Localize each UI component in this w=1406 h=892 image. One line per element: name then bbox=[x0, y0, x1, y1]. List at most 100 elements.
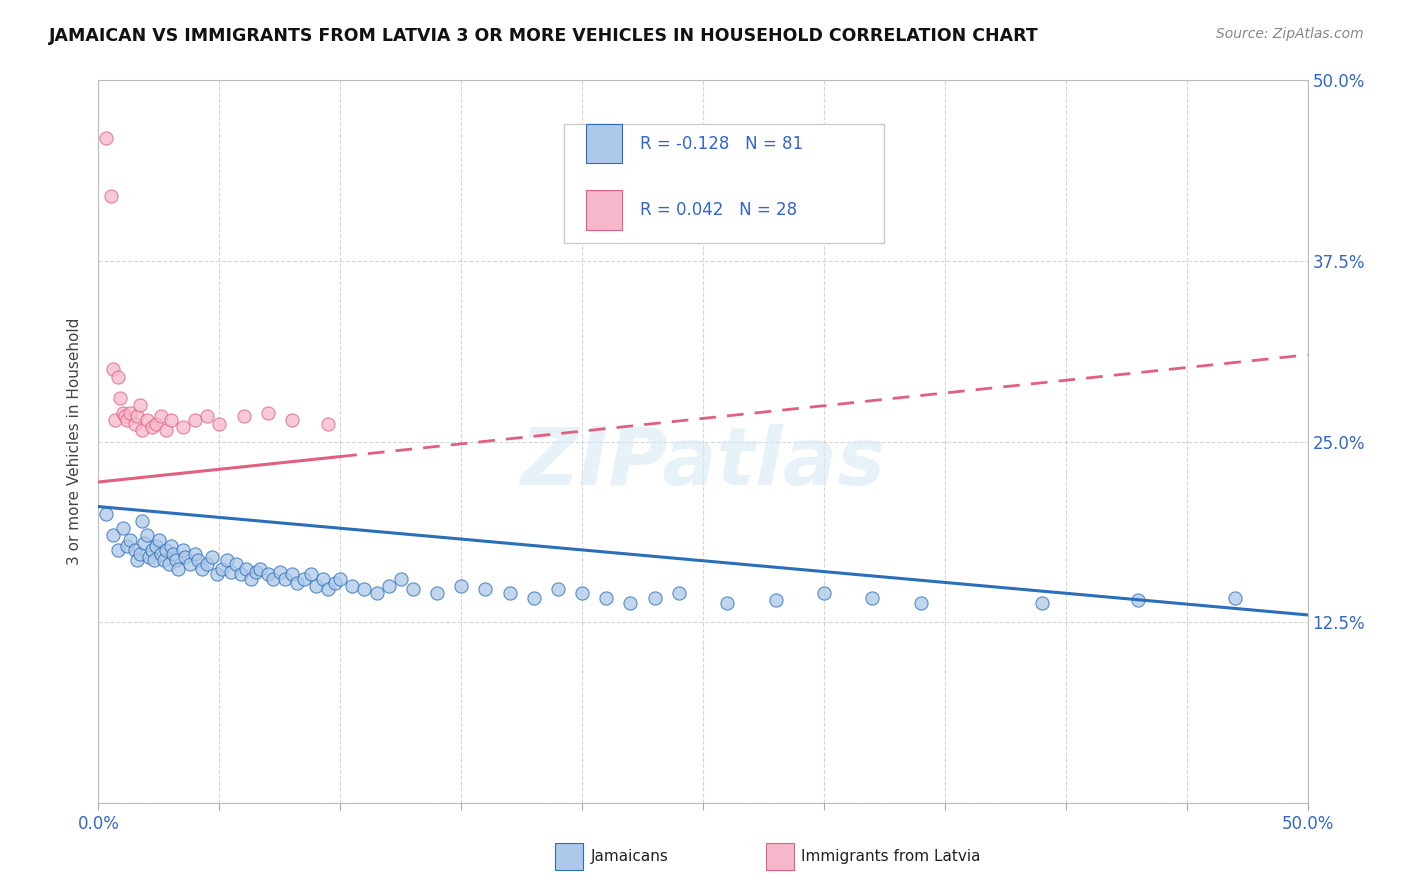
Point bbox=[1128, 593, 1150, 607]
Text: ZIPatlas: ZIPatlas bbox=[520, 425, 886, 502]
Point bbox=[205, 567, 228, 582]
Point bbox=[195, 558, 218, 572]
Point bbox=[157, 558, 180, 572]
Point bbox=[402, 582, 425, 596]
Point bbox=[184, 547, 207, 561]
Point bbox=[124, 417, 146, 432]
Point bbox=[155, 542, 177, 557]
Point bbox=[162, 547, 184, 561]
Point bbox=[117, 413, 139, 427]
Point bbox=[523, 591, 546, 605]
Point bbox=[215, 553, 238, 567]
Point bbox=[498, 586, 520, 600]
Point bbox=[221, 565, 243, 579]
Point bbox=[249, 562, 271, 576]
Point bbox=[1223, 591, 1246, 605]
Point bbox=[124, 542, 146, 557]
Point bbox=[285, 576, 308, 591]
Point bbox=[201, 550, 224, 565]
Point bbox=[108, 391, 131, 405]
Point bbox=[174, 550, 197, 565]
Text: R = -0.128   N = 81: R = -0.128 N = 81 bbox=[640, 135, 803, 153]
Point bbox=[765, 593, 787, 607]
Y-axis label: 3 or more Vehicles in Household: 3 or more Vehicles in Household bbox=[67, 318, 83, 566]
Point bbox=[235, 562, 257, 576]
Point bbox=[239, 572, 262, 586]
Point bbox=[316, 582, 339, 596]
Point bbox=[150, 409, 173, 423]
Point bbox=[325, 576, 347, 591]
FancyBboxPatch shape bbox=[586, 190, 621, 230]
Point bbox=[184, 413, 207, 427]
Point bbox=[813, 586, 835, 600]
Text: Source: ZipAtlas.com: Source: ZipAtlas.com bbox=[1216, 27, 1364, 41]
Point bbox=[668, 586, 690, 600]
Point bbox=[155, 423, 177, 437]
Point bbox=[100, 189, 122, 203]
Point bbox=[118, 406, 141, 420]
Point bbox=[101, 528, 124, 542]
Point bbox=[114, 409, 136, 423]
Point bbox=[145, 417, 167, 432]
Point bbox=[910, 596, 932, 610]
Point bbox=[148, 533, 170, 547]
Point bbox=[281, 413, 304, 427]
FancyBboxPatch shape bbox=[586, 124, 621, 163]
Point bbox=[389, 572, 412, 586]
Point bbox=[145, 539, 167, 553]
Point bbox=[208, 417, 231, 432]
Point bbox=[150, 547, 173, 561]
Point bbox=[262, 572, 284, 586]
Text: Immigrants from Latvia: Immigrants from Latvia bbox=[801, 849, 981, 863]
Point bbox=[450, 579, 472, 593]
Point bbox=[107, 369, 129, 384]
Point bbox=[716, 596, 738, 610]
Text: Jamaicans: Jamaicans bbox=[591, 849, 668, 863]
Point bbox=[860, 591, 883, 605]
Point bbox=[292, 572, 315, 586]
Point bbox=[571, 586, 593, 600]
Point bbox=[619, 596, 641, 610]
Point bbox=[165, 553, 187, 567]
Point bbox=[167, 562, 190, 576]
Point bbox=[134, 535, 156, 549]
Point bbox=[94, 131, 117, 145]
Point bbox=[135, 528, 157, 542]
Point bbox=[256, 567, 278, 582]
Point bbox=[377, 579, 399, 593]
Text: R = 0.042   N = 28: R = 0.042 N = 28 bbox=[640, 201, 797, 219]
Point bbox=[547, 582, 569, 596]
FancyBboxPatch shape bbox=[564, 124, 884, 243]
Point bbox=[474, 582, 496, 596]
Point bbox=[101, 362, 124, 376]
Point bbox=[644, 591, 666, 605]
Point bbox=[117, 539, 139, 553]
Point bbox=[211, 562, 233, 576]
Point bbox=[160, 413, 183, 427]
Point bbox=[195, 409, 218, 423]
Point bbox=[366, 586, 388, 600]
Point bbox=[141, 420, 163, 434]
Point bbox=[187, 553, 209, 567]
Point bbox=[273, 572, 295, 586]
Point bbox=[1031, 596, 1053, 610]
Point bbox=[143, 553, 166, 567]
Point bbox=[342, 579, 364, 593]
Point bbox=[179, 558, 201, 572]
Point bbox=[256, 406, 278, 420]
Point bbox=[245, 565, 267, 579]
Point bbox=[104, 413, 127, 427]
Point bbox=[232, 409, 254, 423]
Point bbox=[172, 542, 194, 557]
Point bbox=[127, 553, 149, 567]
Point bbox=[138, 550, 160, 565]
Point bbox=[225, 558, 247, 572]
Point bbox=[131, 514, 153, 528]
Point bbox=[152, 553, 174, 567]
Point bbox=[160, 539, 183, 553]
Point bbox=[312, 572, 335, 586]
Point bbox=[269, 565, 291, 579]
Point bbox=[316, 417, 339, 432]
Point bbox=[329, 572, 352, 586]
Point bbox=[111, 521, 134, 535]
